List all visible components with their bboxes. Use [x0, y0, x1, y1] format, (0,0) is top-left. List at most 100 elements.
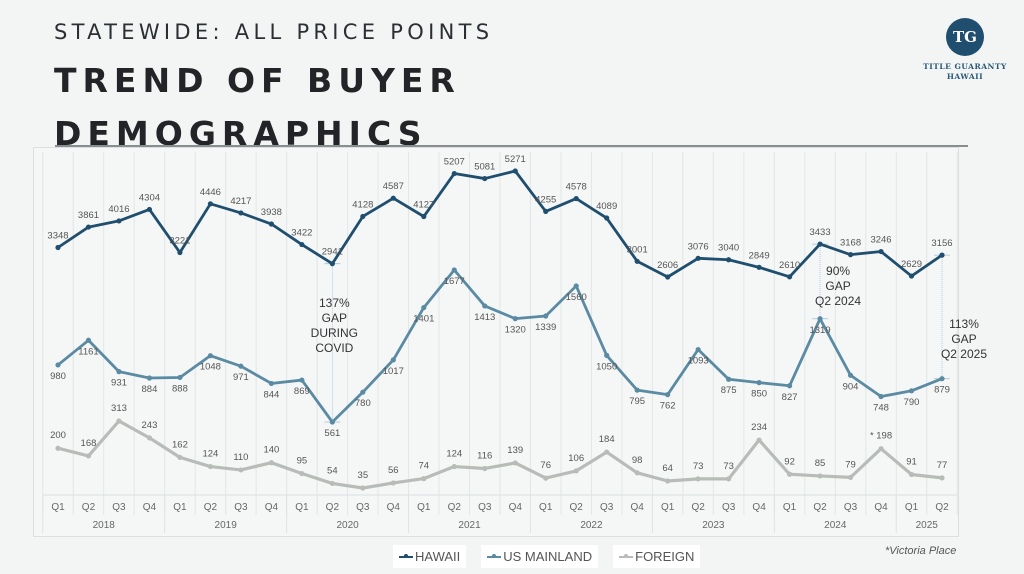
data-label: 1413: [474, 312, 495, 323]
data-point: [573, 283, 579, 289]
x-tick-label: Q2: [813, 502, 827, 513]
data-point: [268, 221, 274, 227]
title-line-1: TREND OF BUYER: [54, 61, 461, 100]
data-label: 106: [568, 453, 584, 464]
x-tick-label: Q2: [570, 502, 584, 513]
data-label: 4016: [108, 204, 129, 215]
series-us-mainland: 980 1161 931 884 888 1048 971 844 869 561 780 1017 1…: [50, 267, 950, 439]
data-point: [329, 261, 335, 267]
data-point: [55, 362, 61, 368]
series-hawaii: 3348 3861 4016 4304 3221 4446 4217 3938 3422 2941…: [47, 154, 953, 280]
data-label: 77: [937, 460, 948, 471]
data-label: 168: [81, 438, 97, 449]
data-label: 561: [324, 428, 340, 439]
gap-annotation: 113% GAP Q2 2025: [941, 317, 987, 361]
data-label: 2629: [901, 259, 922, 270]
data-label: 74: [419, 461, 430, 472]
title-divider: [55, 145, 968, 147]
data-label: 4255: [535, 194, 556, 205]
legend-item-foreign: FOREIGN: [613, 545, 701, 568]
data-label: 56: [388, 465, 399, 476]
data-label: 79: [845, 459, 856, 470]
data-label: 3221: [169, 236, 190, 247]
data-point: [695, 476, 701, 482]
data-label: 888: [172, 383, 188, 394]
data-label: 200: [50, 430, 66, 441]
logo-line-2: HAWAII: [946, 72, 984, 81]
x-year-label: 2023: [702, 520, 725, 531]
data-point: [726, 257, 732, 263]
data-label: 844: [263, 389, 279, 400]
x-tick-label: Q3: [600, 502, 614, 513]
data-label: 3246: [870, 235, 891, 246]
data-label: 184: [599, 434, 615, 445]
x-tick-label: Q2: [448, 502, 462, 513]
data-point: [207, 201, 214, 207]
data-point: [85, 337, 92, 343]
x-year-label: 2020: [336, 520, 359, 531]
data-point: [177, 374, 183, 381]
x-tick-label: Q3: [844, 502, 858, 513]
x-year-label: 2018: [93, 520, 116, 531]
x-tick-label: Q3: [722, 502, 736, 513]
logo-text: TITLE GUARANTY HAWAII: [913, 62, 1017, 82]
data-point: [939, 252, 945, 258]
data-label: 5271: [505, 154, 526, 165]
x-tick-label: Q1: [417, 502, 431, 513]
data-point: [847, 252, 854, 258]
data-point: [512, 316, 518, 322]
data-label: 879: [934, 385, 950, 396]
x-tick-label: Q4: [631, 502, 645, 513]
data-point: [482, 175, 488, 182]
x-tick-label: Q1: [51, 502, 65, 513]
data-point: [299, 377, 305, 383]
data-label: 2941: [322, 247, 343, 258]
data-point: [268, 460, 274, 466]
data-label: 827: [782, 392, 798, 403]
data-point: [512, 460, 518, 466]
x-year-label: 2025: [916, 520, 939, 531]
x-tick-label: Q4: [874, 502, 888, 513]
data-point: [847, 372, 854, 378]
data-point: [268, 380, 274, 387]
data-point: [634, 387, 640, 393]
data-label: 73: [723, 461, 734, 472]
data-point: [817, 473, 823, 479]
logo-line-1: TITLE GUARANTY: [923, 62, 1007, 71]
x-tick-label: Q2: [691, 502, 705, 513]
data-point: [177, 454, 183, 460]
data-label: 4089: [596, 201, 617, 212]
data-label: * 198: [870, 431, 892, 442]
data-point: [939, 475, 945, 481]
data-point: [878, 248, 884, 255]
data-label: 904: [843, 381, 859, 392]
data-label: 54: [327, 465, 338, 476]
data-label: 3168: [840, 238, 861, 249]
data-point: [786, 471, 793, 477]
data-label: 124: [446, 449, 462, 460]
data-point: [512, 168, 518, 174]
data-point: [908, 273, 915, 279]
data-point: [329, 419, 335, 425]
data-point: [878, 393, 884, 400]
data-point: [695, 346, 701, 353]
data-label: 85: [815, 458, 826, 469]
data-point: [451, 267, 457, 273]
data-label: 1339: [535, 322, 556, 333]
data-point: [665, 274, 671, 280]
data-point: [177, 249, 183, 256]
data-point: [786, 274, 793, 280]
data-point: [726, 476, 732, 482]
data-label: 3861: [78, 210, 99, 221]
data-point: [299, 470, 305, 477]
x-tick-label: Q4: [143, 502, 157, 513]
data-label: 1048: [200, 362, 221, 373]
data-label: 5081: [474, 162, 495, 173]
data-point: [207, 353, 214, 359]
data-label: 1677: [444, 276, 465, 287]
data-label: 162: [172, 439, 188, 450]
data-point: [695, 255, 701, 261]
data-point: [390, 357, 396, 363]
data-point: [573, 468, 579, 474]
data-point: [634, 470, 640, 476]
